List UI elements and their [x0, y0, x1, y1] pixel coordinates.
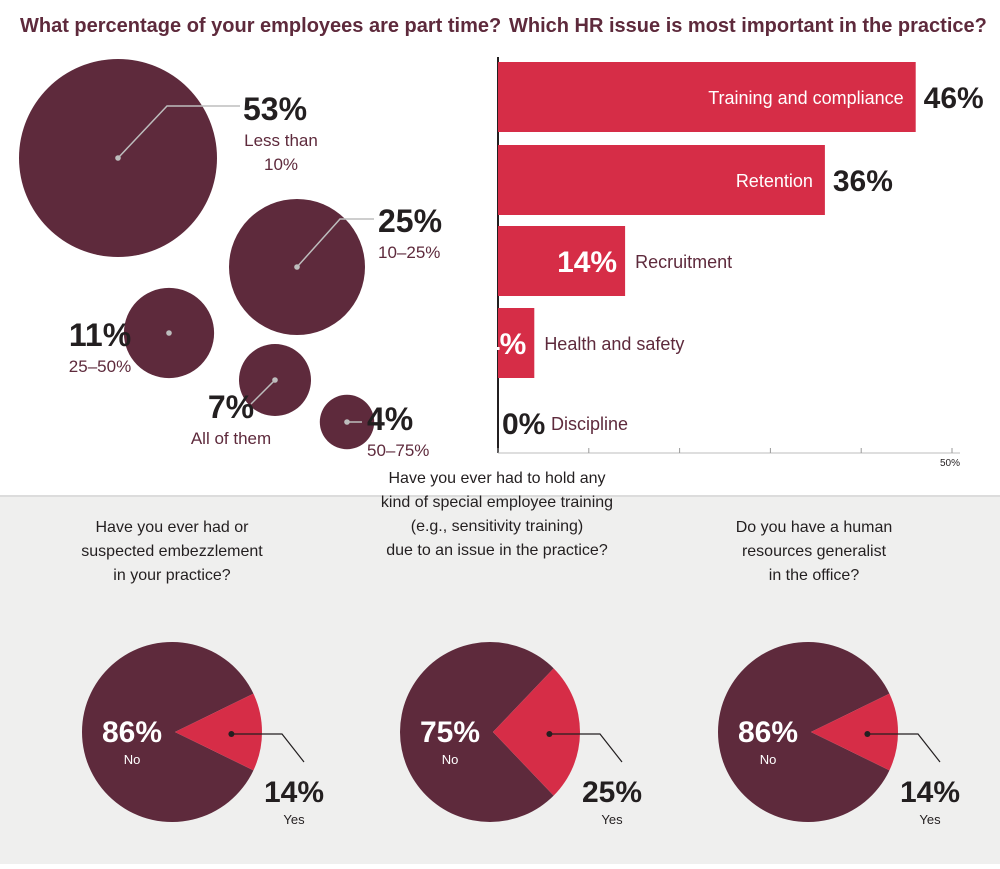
- pie-1-dot: [546, 731, 553, 737]
- bubble-leader-0: [117, 105, 240, 159]
- pie-0-yes-slice: [175, 693, 262, 771]
- pie-2-yes-slice: [811, 693, 898, 771]
- bubble-label-0-0: Less than: [244, 131, 318, 150]
- bar-0: [498, 62, 916, 132]
- bar-category-0: Training and compliance: [708, 88, 903, 108]
- pie-2-question-0: Do you have a human: [736, 519, 893, 536]
- pie-2-no-label: No: [760, 752, 777, 767]
- bar-1: [498, 145, 825, 215]
- pie-1-question-1: kind of special employee training: [381, 494, 613, 511]
- bubble-dot-4: [344, 419, 350, 425]
- pie-0-dot: [228, 731, 235, 737]
- pie-0-no-label: No: [124, 752, 141, 767]
- bar-value-1: 36%: [833, 165, 893, 198]
- bubble-value-4: 4%: [367, 401, 413, 437]
- bar-2: [498, 226, 626, 296]
- bubble-dot-1: [294, 264, 300, 270]
- bar-value-3: 4%: [483, 328, 526, 361]
- bar-value-4: 0%: [502, 408, 545, 441]
- pie-1-yes-label: Yes: [601, 812, 623, 827]
- bar-3: [498, 308, 535, 378]
- pie-0-question-1: suspected embezzlement: [81, 543, 263, 560]
- bubble-value-3: 7%: [208, 389, 254, 425]
- bubble-chart: 53% Less than 10% 25% 10–25% 11% 25–50% 7% All o…: [19, 59, 442, 460]
- bubble-value-1: 25%: [378, 203, 442, 239]
- pie-charts: Have you ever had or suspected embezzleme…: [81, 470, 960, 827]
- pie-0-question-0: Have you ever had or: [96, 519, 250, 536]
- bar-chart: 50% Training and compliance 46% Retention 36…: [483, 57, 984, 469]
- pie-0-yes-label: Yes: [283, 812, 305, 827]
- pie-2-dot: [864, 731, 871, 737]
- bubble-chart-title: What percentage of your employees are pa…: [20, 15, 501, 37]
- bubble-leader-3: [250, 379, 276, 405]
- pie-1-yes-value: 25%: [582, 776, 642, 809]
- pie-1-no-value: 75%: [420, 716, 480, 749]
- bar-category-4: Discipline: [551, 414, 628, 434]
- pie-1-question-3: due to an issue in the practice?: [386, 542, 608, 559]
- bar-category-1: Retention: [736, 171, 813, 191]
- bubble-label-2-0: 25–50%: [69, 357, 131, 376]
- bar-value-0: 46%: [924, 82, 984, 115]
- pie-1-leader: [549, 733, 623, 763]
- bubble-label-0-1: 10%: [264, 155, 298, 174]
- bar-category-3: Health and safety: [544, 334, 684, 354]
- pie-2-no-slice: [718, 642, 890, 822]
- bubble-leader-1: [296, 218, 374, 268]
- bubble-label-1-0: 10–25%: [378, 243, 440, 262]
- bubble-label-3-0: All of them: [191, 429, 271, 448]
- pie-1-question-0: Have you ever had to hold any: [388, 470, 605, 487]
- pie-2-question-1: resources generalist: [742, 543, 887, 560]
- bubble-label-4-0: 50–75%: [367, 441, 429, 460]
- pie-0-leader: [231, 733, 305, 763]
- bubble-dot-0: [115, 155, 121, 161]
- pie-1-question-2: (e.g., sensitivity training): [411, 518, 584, 535]
- bubble-dot-2: [166, 330, 172, 336]
- pie-2-yes-label: Yes: [919, 812, 941, 827]
- bubble-value-0: 53%: [243, 91, 307, 127]
- pie-2-no-value: 86%: [738, 716, 798, 749]
- pie-1-no-slice: [399, 642, 554, 822]
- bar-tick-label: 50%: [940, 458, 960, 469]
- pie-2-question-2: in the office?: [769, 567, 860, 584]
- pie-0-yes-value: 14%: [264, 776, 324, 809]
- pie-0-no-slice: [82, 642, 254, 822]
- bar-value-2: 14%: [557, 246, 617, 279]
- pie-2-yes-value: 14%: [900, 776, 960, 809]
- bar-chart-title: Which HR issue is most important in the …: [509, 15, 987, 37]
- pie-0-no-value: 86%: [102, 716, 162, 749]
- bubble-value-2: 11%: [69, 317, 131, 353]
- pie-2-leader: [867, 733, 941, 763]
- bubble-dot-3: [272, 377, 278, 383]
- pie-1-yes-slice: [493, 668, 580, 796]
- pie-0-question-2: in your practice?: [113, 567, 230, 584]
- pie-1-no-label: No: [442, 752, 459, 767]
- bar-category-2: Recruitment: [635, 252, 732, 272]
